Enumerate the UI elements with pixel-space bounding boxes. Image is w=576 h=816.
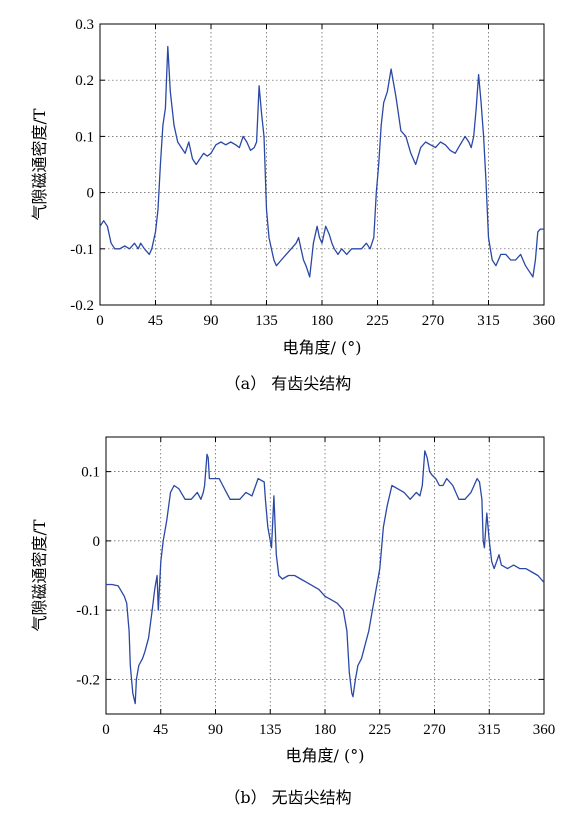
x-tick-label: 315 — [477, 313, 500, 329]
y-axis-label: 气隙磁通密度/T — [30, 108, 49, 220]
x-tick-label: 315 — [478, 722, 501, 738]
x-tick-label: 225 — [369, 722, 392, 738]
x-tick-label: 45 — [153, 722, 168, 738]
x-tick-label: 0 — [102, 722, 110, 738]
y-tick-label: 0.1 — [81, 465, 100, 481]
x-tick-label: 0 — [96, 313, 104, 329]
x-axis-label: 电角度/ (°) — [286, 746, 365, 765]
x-tick-label: 90 — [204, 313, 219, 329]
y-tick-label: 0.1 — [75, 129, 94, 145]
figure-caption: （b） 无齿尖结构 — [224, 788, 351, 807]
chart-b: 0 45 90 135 180 225 270 315 360 -0.2 -0.1 0 0.1 电角度/ … — [30, 436, 556, 807]
y-tick-label: -0.2 — [76, 672, 100, 688]
series-line — [99, 45, 544, 278]
y-tick-label: -0.2 — [70, 298, 94, 314]
chart-a: 0 45 90 135 180 225 270 315 360 -0.2 -0.1 0 0.1 0.2 0.… — [30, 17, 555, 393]
y-tick-label: -0.1 — [76, 603, 100, 619]
x-tick-label: 270 — [422, 313, 445, 329]
x-tick-label: 180 — [311, 313, 334, 329]
x-tick-label: 360 — [533, 313, 556, 329]
y-tick-label: 0 — [93, 534, 101, 550]
y-tick-label: 0 — [87, 186, 95, 202]
series-line — [106, 450, 545, 705]
plot-frame — [105, 436, 545, 715]
y-axis-label: 气隙磁通密度/T — [30, 519, 49, 631]
y-tick-label: -0.1 — [70, 242, 94, 258]
x-axis-label: 电角度/ (°) — [283, 338, 362, 357]
x-tick-label: 135 — [259, 722, 282, 738]
y-tick-label: 0.3 — [75, 17, 94, 33]
y-tick-label: 0.2 — [75, 73, 94, 89]
x-tick-label: 135 — [255, 313, 278, 329]
x-tick-label: 45 — [148, 313, 163, 329]
x-tick-label: 270 — [423, 722, 446, 738]
figure-caption: （a） 有齿尖结构 — [225, 374, 352, 393]
x-tick-label: 180 — [314, 722, 337, 738]
x-tick-label: 360 — [533, 722, 556, 738]
x-tick-label: 225 — [366, 313, 389, 329]
x-tick-label: 90 — [208, 722, 223, 738]
